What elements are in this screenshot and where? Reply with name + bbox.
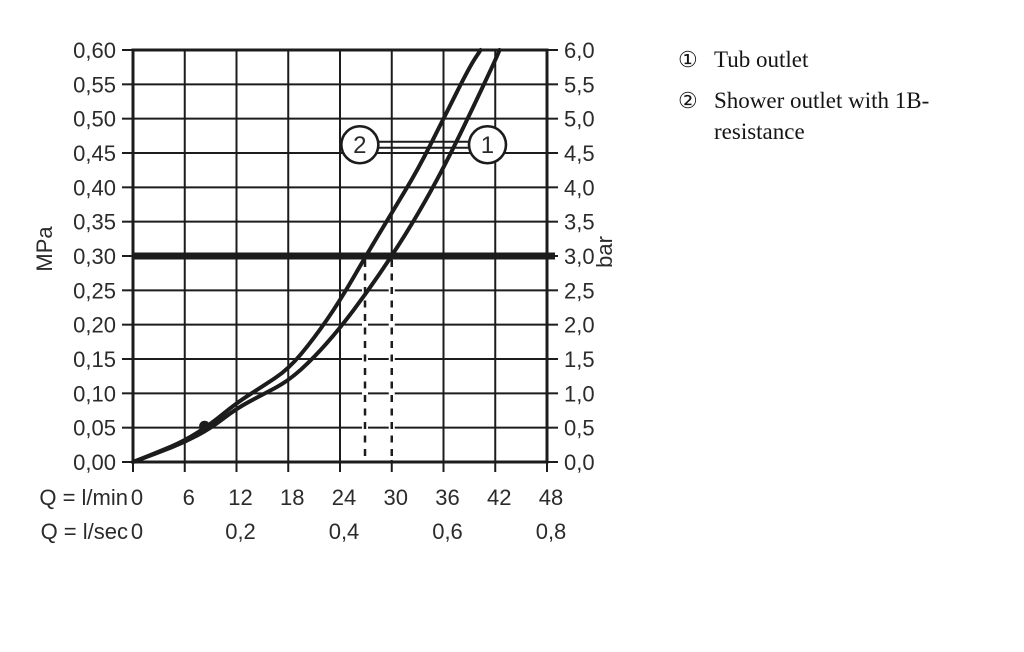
x-tick-label: 24 <box>332 485 356 510</box>
x-tick-label: 36 <box>435 485 459 510</box>
y-left-tick-label: 0,45 <box>73 141 116 166</box>
callout-circle-1 <box>467 124 508 165</box>
circled-2-marker: ② <box>678 88 698 113</box>
x-tick-label: 6 <box>183 485 195 510</box>
x-sec-tick-label: 0,6 <box>432 519 463 544</box>
y-right-tick-label: 3,5 <box>564 210 595 235</box>
mpa-axis-label: MPa <box>32 226 57 272</box>
y-left-tick-label: 0,30 <box>73 244 116 269</box>
chart-legend: ① Tub outlet ② Shower outlet with 1B-res… <box>678 44 988 157</box>
y-right-tick-label: 0,0 <box>564 450 595 475</box>
y-left-tick-label: 0,35 <box>73 210 116 235</box>
x-row1-label: Q = l/min <box>39 485 128 510</box>
callout-circle-2 <box>340 124 380 165</box>
x-tick-label: 30 <box>384 485 408 510</box>
y-left-tick-label: 0,55 <box>73 72 116 97</box>
callout-number-2: 2 <box>353 132 366 159</box>
curve-shower-outlet <box>131 48 483 464</box>
legend-label-shower-outlet: Shower outlet with 1B-resistance <box>714 88 930 144</box>
y-right-tick-label: 4,0 <box>564 175 595 200</box>
x-tick-label: 0 <box>131 485 143 510</box>
x-tick-label: 42 <box>487 485 511 510</box>
y-left-tick-label: 0,15 <box>73 347 116 372</box>
y-right-tick-label: 0,5 <box>564 416 595 441</box>
y-left-tick-label: 0,60 <box>73 38 116 63</box>
y-left-tick-label: 0,05 <box>73 416 116 441</box>
bar-axis-label: bar <box>592 236 617 268</box>
x-tick-label: 48 <box>539 485 563 510</box>
y-right-tick-label: 5,0 <box>564 107 595 132</box>
circled-1-marker: ① <box>678 47 698 72</box>
y-right-tick-label: 2,0 <box>564 313 595 338</box>
curve-point-dot <box>199 420 211 432</box>
x-tick-label: 12 <box>228 485 252 510</box>
y-left-tick-label: 0,40 <box>73 175 116 200</box>
y-right-tick-label: 1,0 <box>564 381 595 406</box>
y-right-tick-label: 5,5 <box>564 72 595 97</box>
y-right-tick-label: 3,0 <box>564 244 595 269</box>
legend-item-shower-outlet: ② Shower outlet with 1B-resistance <box>678 85 988 147</box>
y-right-tick-label: 2,5 <box>564 278 595 303</box>
x-sec-tick-label: 0,8 <box>536 519 567 544</box>
x-sec-tick-label: 0,4 <box>329 519 360 544</box>
y-left-tick-label: 0,20 <box>73 313 116 338</box>
x-row2-label: Q = l/sec <box>41 519 128 544</box>
y-left-tick-label: 0,25 <box>73 278 116 303</box>
legend-item-tub-outlet: ① Tub outlet <box>678 44 988 75</box>
y-left-tick-label: 0,50 <box>73 107 116 132</box>
y-right-tick-label: 6,0 <box>564 38 595 63</box>
y-right-tick-label: 4,5 <box>564 141 595 166</box>
x-sec-tick-label: 0,2 <box>225 519 256 544</box>
callout-number-1: 1 <box>481 132 494 159</box>
x-tick-label: 18 <box>280 485 304 510</box>
y-left-tick-label: 0,00 <box>73 450 116 475</box>
y-right-tick-label: 1,5 <box>564 347 595 372</box>
y-left-tick-label: 0,10 <box>73 381 116 406</box>
x-sec-tick-label: 0 <box>131 519 143 544</box>
legend-label-tub-outlet: Tub outlet <box>714 47 809 72</box>
